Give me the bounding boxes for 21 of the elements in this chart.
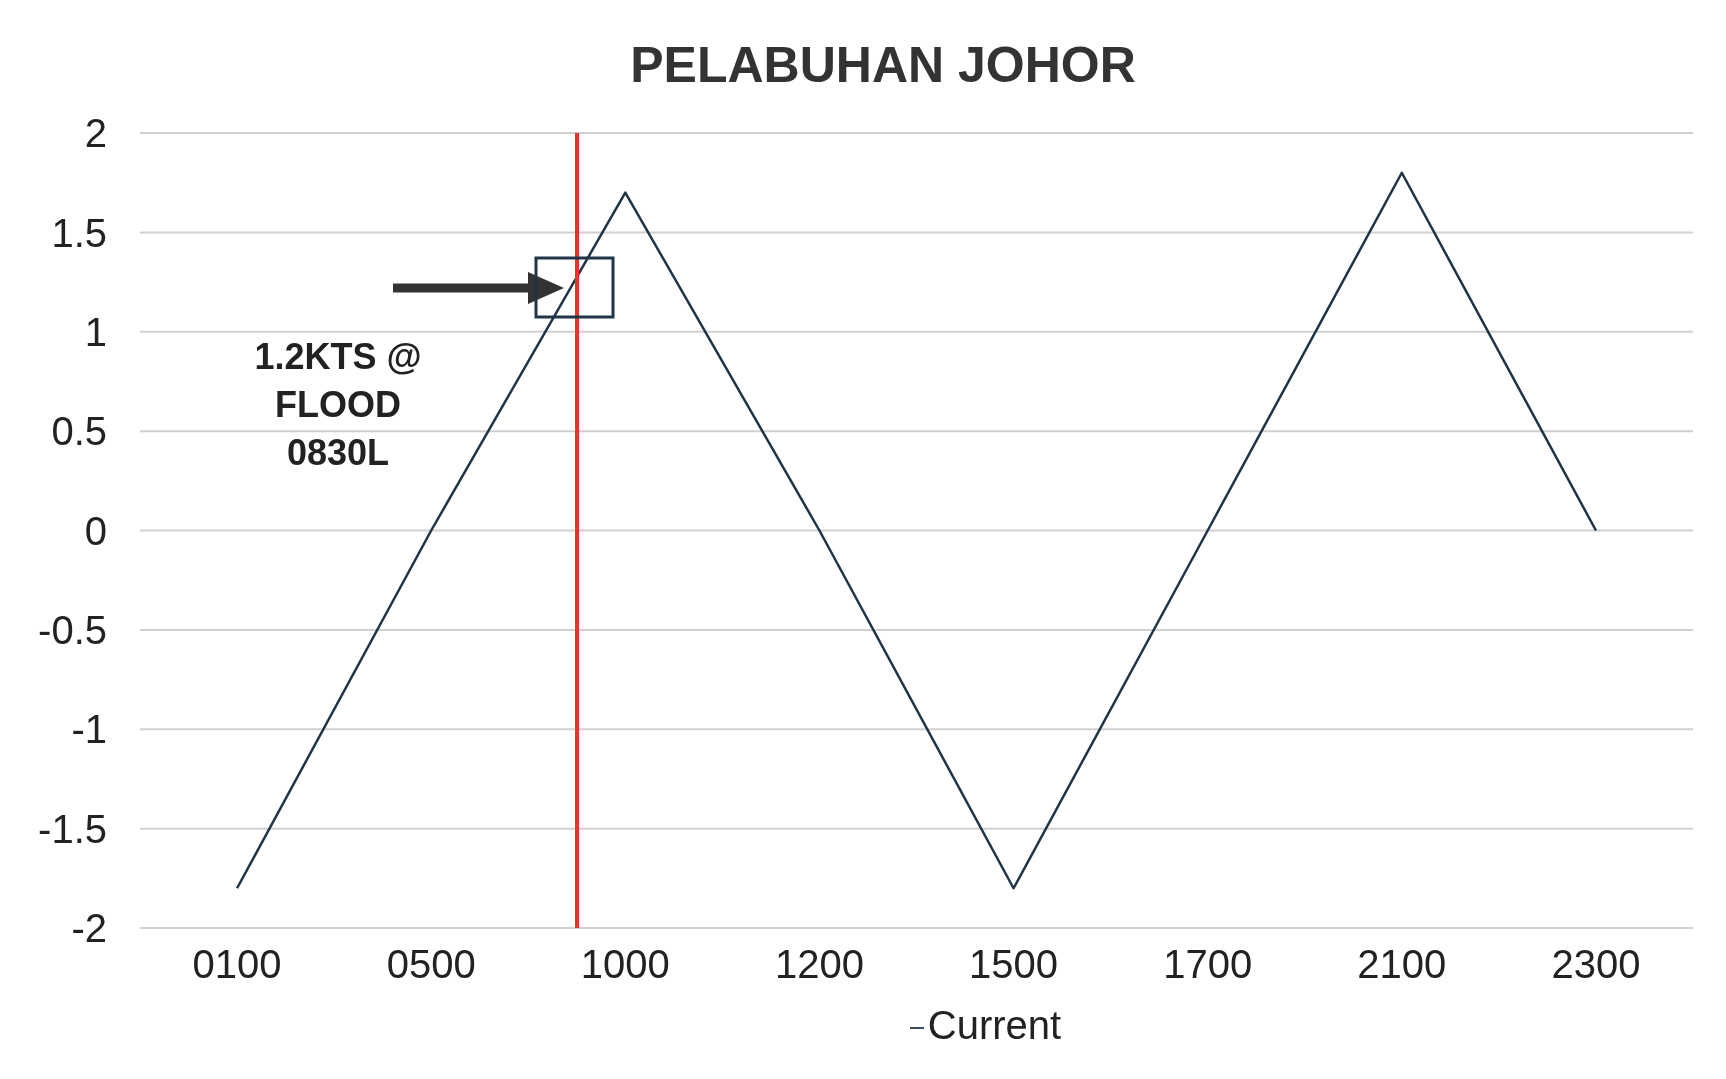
- legend-label: Current: [927, 1003, 1062, 1047]
- line-series: [235, 171, 1598, 890]
- y-tick-label: 1: [84, 309, 107, 354]
- x-tick-label: 1200: [774, 942, 864, 987]
- y-tick-label: -1.5: [38, 806, 107, 851]
- y-tick-label: -1: [71, 707, 107, 752]
- annotation: 1.2KTS @ FLOOD 0830L: [253, 335, 423, 475]
- y-tick-label: -0.5: [38, 608, 107, 653]
- x-tick-label: 0100: [192, 942, 282, 987]
- x-tick-label: 0500: [386, 942, 476, 987]
- y-tick-label: -2: [71, 906, 107, 951]
- chart-title: PELABUHAN JOHOR: [629, 36, 1137, 94]
- x-tick-label: 1000: [580, 942, 670, 987]
- y-tick-label: 2: [84, 111, 107, 156]
- y-tick-label: 0: [84, 508, 107, 553]
- y-tick-label: 0.5: [51, 409, 107, 454]
- x-tick-label: 2300: [1551, 942, 1641, 987]
- y-tick-label: 1.5: [51, 210, 107, 255]
- x-tick-label: 1500: [969, 942, 1059, 987]
- x-tick-label: 2100: [1357, 942, 1447, 987]
- x-tick-label: 1700: [1163, 942, 1253, 987]
